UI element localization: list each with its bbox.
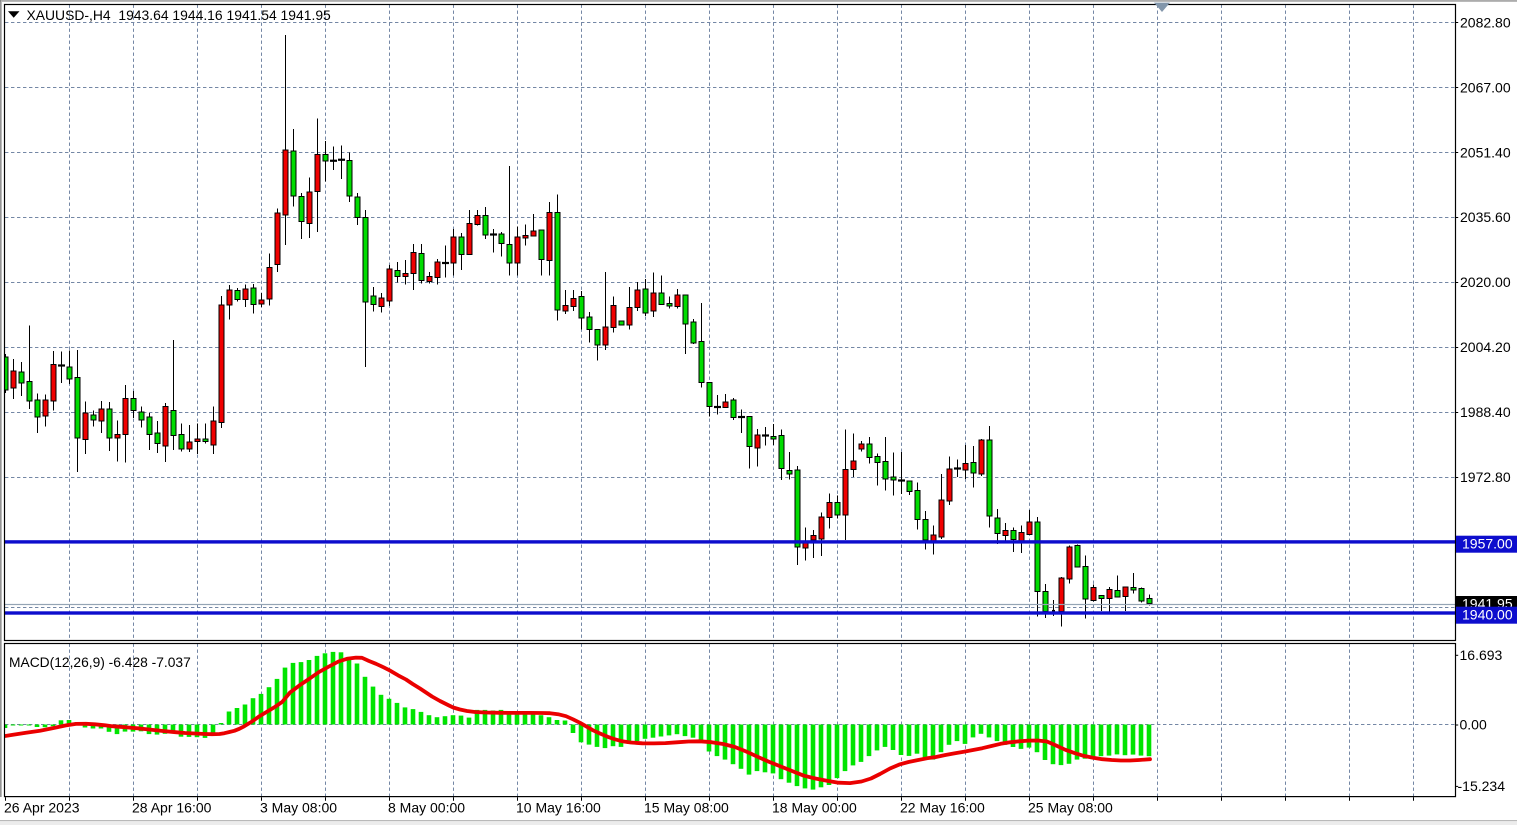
svg-text:1988.40: 1988.40 bbox=[1460, 404, 1511, 420]
svg-text:16.693: 16.693 bbox=[1460, 647, 1503, 663]
svg-text:15 May 08:00: 15 May 08:00 bbox=[644, 800, 729, 816]
svg-text:2051.40: 2051.40 bbox=[1460, 144, 1511, 160]
svg-text:2020.00: 2020.00 bbox=[1460, 274, 1511, 290]
svg-text:MACD(12,26,9) -6.428 -7.037: MACD(12,26,9) -6.428 -7.037 bbox=[9, 655, 191, 670]
svg-text:2035.60: 2035.60 bbox=[1460, 209, 1511, 225]
svg-text:10 May 16:00: 10 May 16:00 bbox=[516, 800, 601, 816]
svg-text:XAUUSD-,H4 1943.64 1944.16 19: XAUUSD-,H4 1943.64 1944.16 1941.54 1941.… bbox=[27, 7, 332, 23]
svg-text:18 May 00:00: 18 May 00:00 bbox=[772, 800, 857, 816]
svg-text:2004.20: 2004.20 bbox=[1460, 339, 1511, 355]
svg-text:2082.80: 2082.80 bbox=[1460, 15, 1511, 31]
svg-text:28 Apr 16:00: 28 Apr 16:00 bbox=[132, 800, 212, 816]
svg-text:26 Apr 2023: 26 Apr 2023 bbox=[4, 800, 80, 816]
svg-text:1940.00: 1940.00 bbox=[1462, 607, 1513, 623]
svg-text:3 May 08:00: 3 May 08:00 bbox=[260, 800, 337, 816]
svg-text:1972.80: 1972.80 bbox=[1460, 469, 1511, 485]
svg-text:-15.234: -15.234 bbox=[1458, 778, 1506, 794]
svg-text:22 May 16:00: 22 May 16:00 bbox=[900, 800, 985, 816]
svg-text:2067.00: 2067.00 bbox=[1460, 79, 1511, 95]
svg-text:1957.00: 1957.00 bbox=[1462, 536, 1513, 552]
svg-text:25 May 08:00: 25 May 08:00 bbox=[1028, 800, 1113, 816]
svg-text:0.00: 0.00 bbox=[1460, 717, 1487, 733]
svg-text:8 May 00:00: 8 May 00:00 bbox=[388, 800, 465, 816]
